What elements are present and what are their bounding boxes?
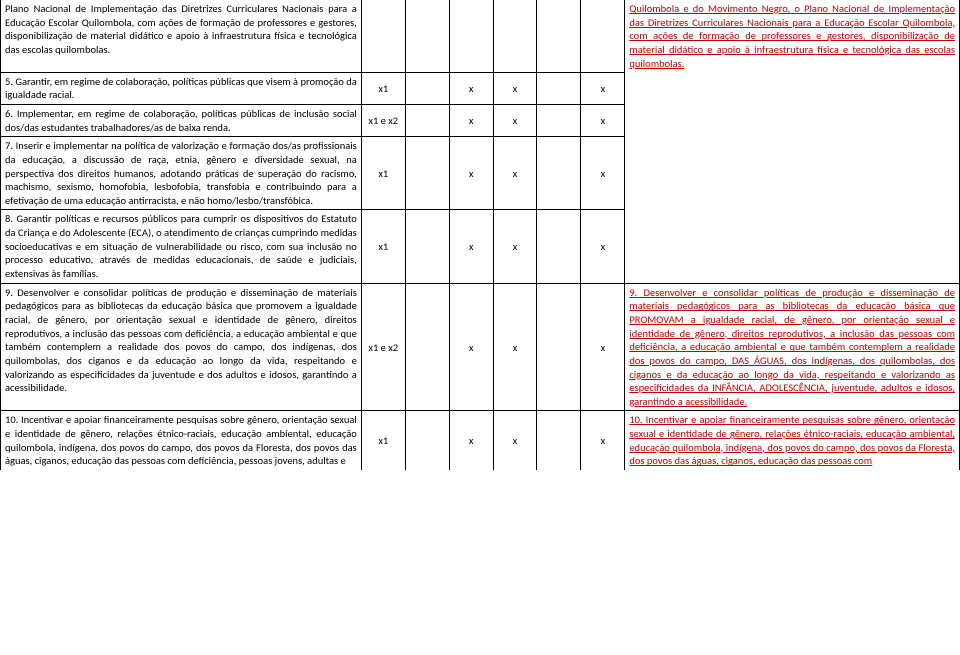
mark-cell: x	[493, 411, 537, 470]
right-text	[625, 72, 960, 104]
mark-cell: x	[493, 210, 537, 283]
right-text	[625, 104, 960, 136]
mark-cell	[537, 0, 581, 72]
mark-cell	[537, 411, 581, 470]
mark-cell	[405, 104, 449, 136]
mark-cell: x1	[361, 210, 405, 283]
left-text: 9. Desenvolver e consolidar políticas de…	[1, 283, 362, 411]
mark-cell: x	[449, 283, 493, 411]
mark-cell: x	[581, 72, 625, 104]
mark-cell: x1 e x2	[361, 104, 405, 136]
mark-cell: x	[493, 283, 537, 411]
table-row: 5. Garantir, em regime de colaboração, p…	[1, 72, 960, 104]
mark-cell: x	[449, 137, 493, 210]
mark-cell: x	[581, 210, 625, 283]
mark-cell	[361, 0, 405, 72]
mark-cell: x	[493, 104, 537, 136]
mark-cell	[493, 0, 537, 72]
mark-cell	[405, 411, 449, 470]
mark-cell	[405, 137, 449, 210]
table-row: 7. Inserir e implementar na política de …	[1, 137, 960, 210]
right-text: Quilombola e do Movimento Negro, o Plano…	[625, 0, 960, 72]
mark-cell	[537, 104, 581, 136]
left-text: 5. Garantir, em regime de colaboração, p…	[1, 72, 362, 104]
mark-cell	[581, 0, 625, 72]
right-text: 10. Incentivar e apoiar financeiramente …	[625, 411, 960, 470]
mark-cell: x	[449, 72, 493, 104]
table-row: 8. Garantir políticas e recursos público…	[1, 210, 960, 283]
left-text: 7. Inserir e implementar na política de …	[1, 137, 362, 210]
mark-cell	[405, 283, 449, 411]
mark-cell: x	[493, 137, 537, 210]
mark-cell	[537, 283, 581, 411]
mark-cell: x1	[361, 411, 405, 470]
mark-cell: x	[581, 104, 625, 136]
mark-cell	[537, 210, 581, 283]
right-text	[625, 210, 960, 283]
red-annotation: 10. Incentivar e apoiar financeiramente …	[629, 413, 955, 467]
mark-cell: x	[581, 283, 625, 411]
mark-cell: x	[581, 411, 625, 470]
left-text: 6. Implementar, em regime de colaboração…	[1, 104, 362, 136]
table-row: 6. Implementar, em regime de colaboração…	[1, 104, 960, 136]
mark-cell: x1	[361, 137, 405, 210]
mark-cell	[537, 137, 581, 210]
left-text: Plano Nacional de Implementação das Dire…	[1, 0, 362, 72]
mark-cell: x	[493, 72, 537, 104]
mark-cell: x	[449, 104, 493, 136]
mark-cell	[405, 0, 449, 72]
mark-cell: x1	[361, 72, 405, 104]
mark-cell	[537, 72, 581, 104]
document-table: Plano Nacional de Implementação das Dire…	[0, 0, 960, 470]
mark-cell: x	[449, 210, 493, 283]
red-annotation: Quilombola e do Movimento Negro, o Plano…	[629, 2, 955, 70]
mark-cell: x	[449, 411, 493, 470]
left-text: 8. Garantir políticas e recursos público…	[1, 210, 362, 283]
mark-cell	[405, 210, 449, 283]
table-row: Plano Nacional de Implementação das Dire…	[1, 0, 960, 72]
mark-cell: x	[581, 137, 625, 210]
right-text	[625, 137, 960, 210]
table-row: 9. Desenvolver e consolidar políticas de…	[1, 283, 960, 411]
left-text: 10. Incentivar e apoiar financeiramente …	[1, 411, 362, 470]
mark-cell: x1 e x2	[361, 283, 405, 411]
red-annotation: 9. Desenvolver e consolidar políticas de…	[629, 286, 955, 408]
table-row: 10. Incentivar e apoiar financeiramente …	[1, 411, 960, 470]
right-text: 9. Desenvolver e consolidar políticas de…	[625, 283, 960, 411]
mark-cell	[449, 0, 493, 72]
mark-cell	[405, 72, 449, 104]
